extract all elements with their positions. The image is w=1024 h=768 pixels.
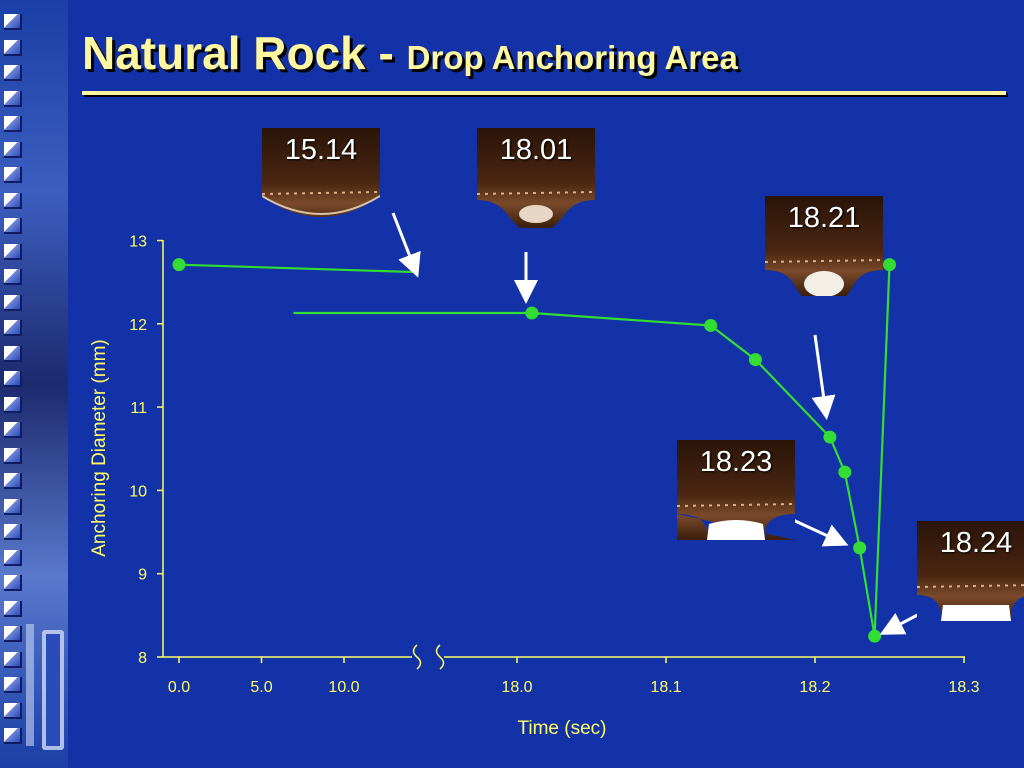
drop-image-1: 18.01 — [477, 128, 595, 228]
chart-axes: 8 9 10 11 12 13 0.0 5.0 10.0 18.0 18.1 18.2 18.3 — [129, 234, 979, 697]
sidebar-square — [4, 447, 22, 464]
x-axis-label: Time (sec) — [517, 718, 606, 739]
sidebar-square — [4, 14, 22, 30]
square-pattern — [4, 14, 26, 754]
axis-break-mark — [412, 644, 422, 670]
drop-image-2: 18.21 — [765, 196, 883, 296]
sidebar-square — [4, 396, 22, 413]
sidebar-square — [4, 677, 22, 693]
rock-texture — [917, 521, 1024, 621]
data-point — [823, 430, 837, 444]
data-point — [868, 629, 882, 643]
sidebar-square — [4, 320, 22, 336]
sidebar-square — [4, 116, 22, 132]
page-title: Natural Rock - Drop Anchoring Area — [82, 26, 738, 80]
data-point — [838, 465, 852, 479]
x-tick-label: 5.0 — [250, 679, 272, 696]
data-point — [883, 258, 896, 272]
university-logo — [26, 624, 64, 750]
x-tick-label: 10.0 — [328, 679, 359, 696]
sidebar-square — [4, 218, 22, 234]
data-point — [525, 306, 539, 320]
sidebar-decoration — [0, 0, 68, 768]
y-tick-label: 12 — [129, 317, 147, 334]
sidebar-square — [4, 626, 22, 642]
sidebar-square — [4, 702, 22, 719]
sidebar-square — [4, 473, 22, 489]
y-tick-label: 9 — [138, 567, 147, 584]
sidebar-square — [4, 345, 22, 362]
time-label: 18.23 — [699, 446, 773, 478]
x-tick-label: 18.2 — [799, 679, 830, 696]
data-point — [704, 318, 718, 332]
y-tick-label: 11 — [130, 400, 147, 417]
y-tick-label: 10 — [129, 483, 147, 500]
x-tick-label: 18.1 — [650, 679, 681, 696]
data-point — [853, 541, 867, 555]
sidebar-square — [4, 243, 22, 260]
sidebar-square — [4, 269, 22, 285]
rock-texture — [765, 196, 883, 296]
sidebar-square — [4, 141, 22, 158]
sidebar-square — [4, 422, 22, 438]
data-point — [748, 353, 762, 367]
title-main: Natural Rock - — [82, 27, 407, 79]
time-label: 18.24 — [939, 527, 1013, 559]
rock-texture — [477, 128, 595, 228]
annotation-arrow — [811, 334, 836, 420]
sidebar-square — [4, 167, 22, 183]
series-points — [172, 258, 896, 643]
axis-break-mark — [435, 644, 445, 670]
sidebar-square — [4, 192, 22, 209]
time-label: 15.14 — [284, 134, 358, 166]
sidebar-square — [4, 549, 22, 566]
sidebar-square — [4, 600, 22, 617]
title-underline — [82, 91, 1006, 95]
time-label: 18.21 — [787, 202, 861, 234]
x-tick-label: 0.0 — [168, 679, 190, 696]
time-label: 18.01 — [499, 134, 573, 166]
drop-image-4: 18.24 — [917, 521, 1024, 621]
sidebar-square — [4, 90, 22, 107]
sidebar-square — [4, 294, 22, 311]
y-axis-label: Anchoring Diameter (mm) — [89, 339, 110, 557]
y-tick-label: 8 — [138, 650, 147, 667]
annotation-arrow — [391, 212, 421, 278]
x-tick-label: 18.0 — [501, 679, 532, 696]
sidebar-square — [4, 575, 22, 591]
sidebar-square — [4, 498, 22, 515]
title-sub: Drop Anchoring Area — [406, 39, 738, 76]
sidebar-square — [4, 651, 22, 668]
y-tick-label: 13 — [129, 234, 147, 251]
drop-image-0: 15.14 — [262, 128, 380, 228]
series-line-early — [178, 263, 419, 274]
rock-texture — [262, 128, 380, 228]
data-point — [172, 258, 186, 272]
sidebar-square — [4, 65, 22, 81]
drop-image-3: 18.23 — [677, 440, 795, 540]
series-line-late — [293, 264, 891, 637]
sidebar-square — [4, 728, 22, 744]
rock-texture — [677, 440, 795, 540]
sidebar-square — [4, 371, 22, 387]
sidebar-square — [4, 524, 22, 540]
sidebar-square — [4, 39, 22, 56]
x-tick-label: 18.3 — [948, 679, 979, 696]
